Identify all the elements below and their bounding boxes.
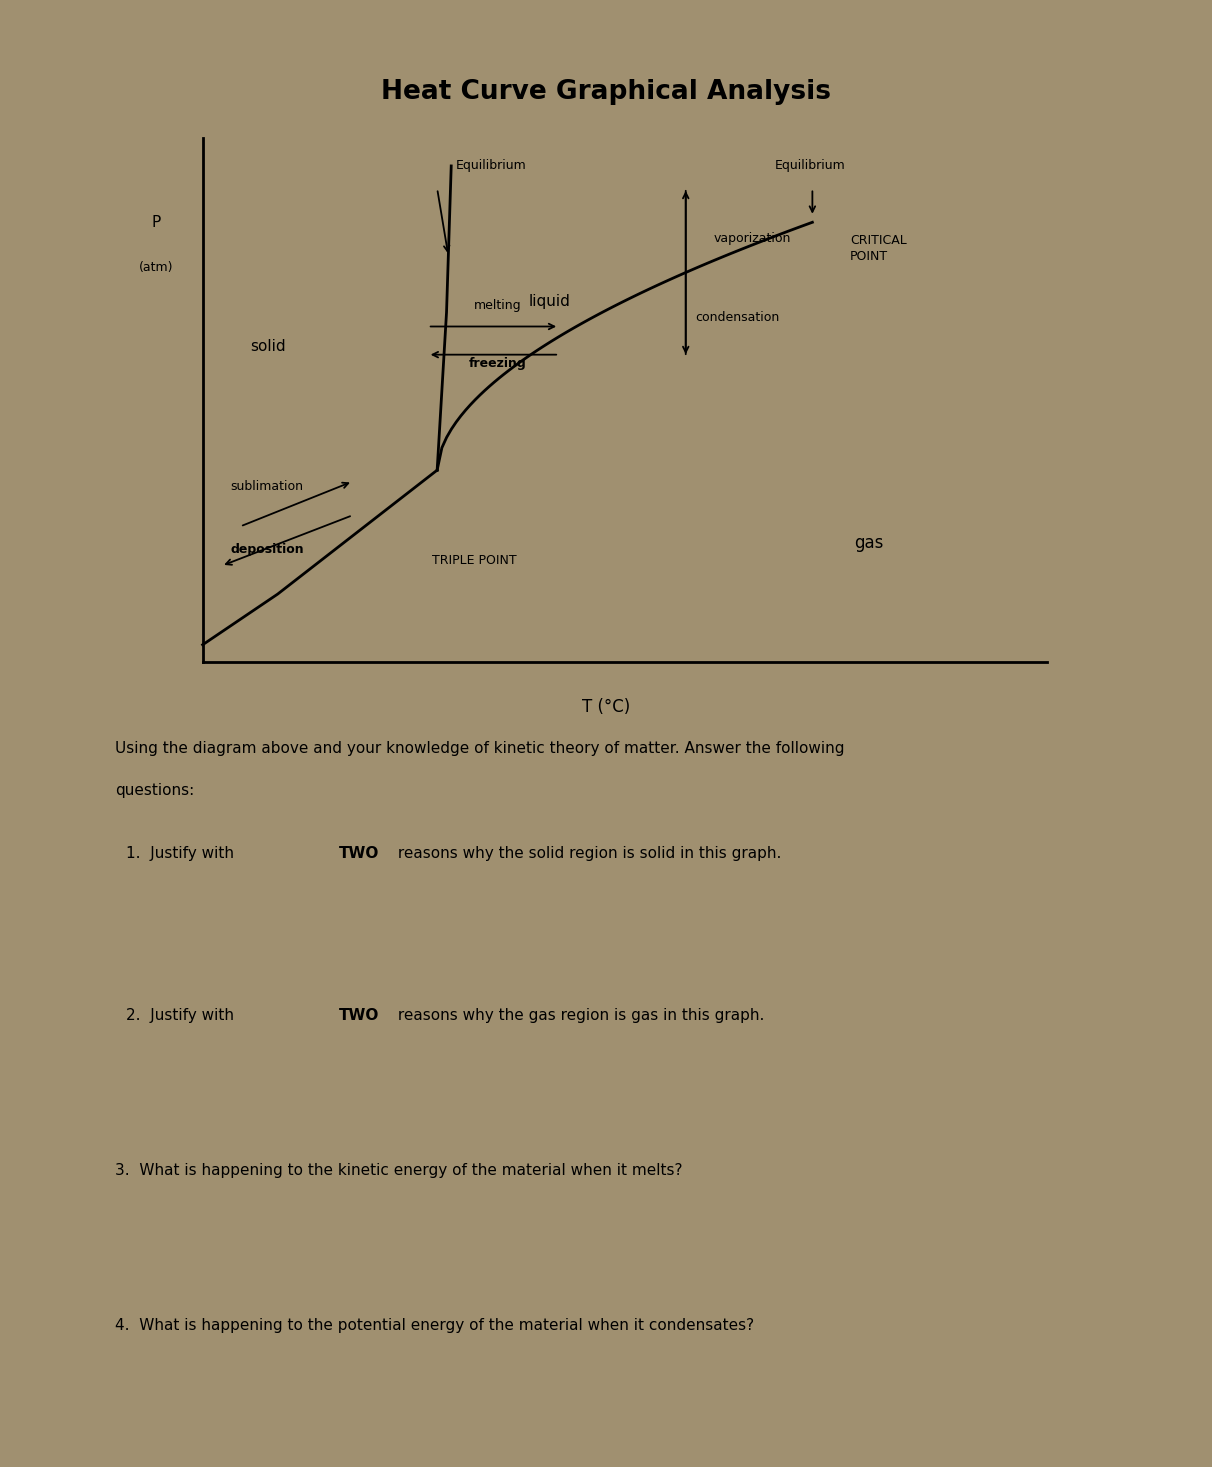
Text: Equilibrium: Equilibrium [456,158,527,172]
Text: melting: melting [474,299,522,312]
Text: 3.  What is happening to the kinetic energy of the material when it melts?: 3. What is happening to the kinetic ener… [115,1163,682,1178]
Text: TRIPLE POINT: TRIPLE POINT [433,553,518,566]
Text: 2.  Justify with: 2. Justify with [126,1008,239,1022]
Text: Equilibrium: Equilibrium [774,158,846,172]
Text: solid: solid [251,339,286,354]
Text: Using the diagram above and your knowledge of kinetic theory of matter. Answer t: Using the diagram above and your knowled… [115,741,845,756]
Text: TWO: TWO [339,846,379,861]
Text: condensation: condensation [696,311,779,324]
Text: reasons why the solid region is solid in this graph.: reasons why the solid region is solid in… [394,846,782,861]
Text: T (°C): T (°C) [582,698,630,716]
Text: freezing: freezing [469,358,527,371]
Text: 4.  What is happening to the potential energy of the material when it condensate: 4. What is happening to the potential en… [115,1317,754,1334]
Text: deposition: deposition [230,543,304,556]
Text: P: P [152,214,160,230]
Text: 1.  Justify with: 1. Justify with [126,846,239,861]
Text: sublimation: sublimation [230,480,304,493]
Text: reasons why the gas region is gas in this graph.: reasons why the gas region is gas in thi… [394,1008,765,1022]
Text: vaporization: vaporization [714,232,791,245]
Text: liquid: liquid [528,293,571,308]
Text: (atm): (atm) [138,261,173,274]
Text: CRITICAL
POINT: CRITICAL POINT [850,233,907,263]
Text: questions:: questions: [115,783,194,798]
Text: Heat Curve Graphical Analysis: Heat Curve Graphical Analysis [381,79,831,104]
Text: TWO: TWO [339,1008,379,1022]
Text: gas: gas [854,534,884,553]
